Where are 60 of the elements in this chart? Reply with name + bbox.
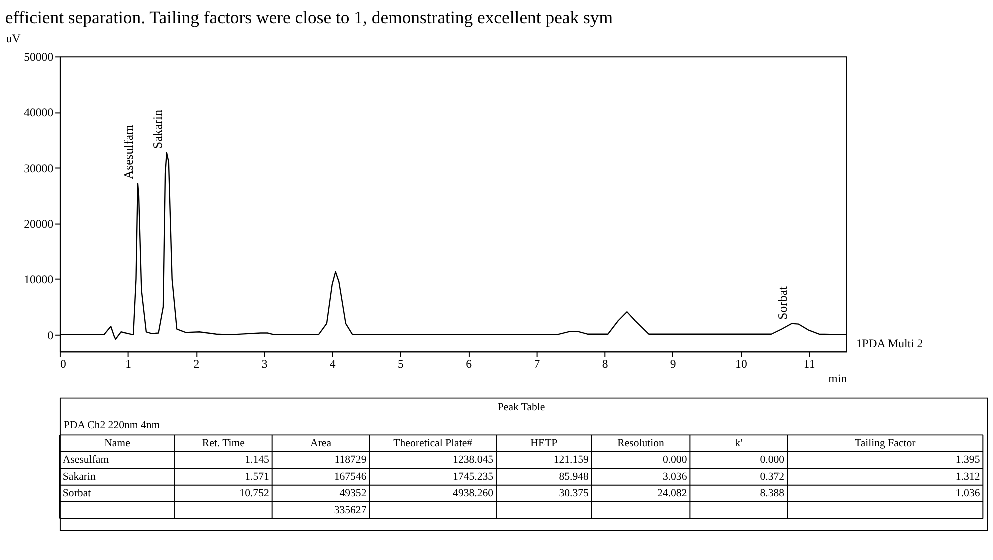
text: 3.036 — [662, 470, 688, 483]
x-tick-label: 2 — [194, 356, 200, 371]
text: 1.571 — [245, 470, 270, 483]
text: 8.388 — [760, 488, 785, 500]
text: Ret. Time — [202, 437, 246, 450]
text: 0.000 — [760, 454, 785, 466]
text: k' — [735, 437, 743, 450]
x-tick-label: 10 — [736, 356, 748, 371]
x-tick-label: 6 — [466, 356, 472, 371]
text: 118729 — [334, 454, 367, 466]
text: 10.752 — [240, 488, 270, 500]
text: PDA Ch2 220nm 4nm — [64, 419, 161, 432]
text: Peak Table — [498, 402, 546, 414]
annotation: Asesulfam — [122, 124, 136, 180]
text: 1.145 — [245, 454, 270, 466]
text: Tailing Factor — [854, 437, 916, 450]
text: 24.082 — [658, 488, 688, 500]
text: 167546 — [334, 470, 368, 483]
x-tick-label: 11 — [804, 356, 816, 371]
text: 85.948 — [559, 470, 589, 483]
text: 49352 — [340, 488, 367, 500]
text: 121.159 — [554, 454, 589, 466]
text: 1.036 — [956, 488, 981, 500]
text: 0.000 — [662, 454, 688, 466]
text: efficient separation. Tailing factors were close to 1, demonstrating excellent peak sym — [5, 8, 614, 28]
x-tick-label: 8 — [602, 356, 608, 371]
annotation: Sorbat — [776, 286, 790, 320]
text: HETP — [530, 437, 558, 450]
x-tick-label: 9 — [670, 356, 676, 371]
x-tick-label: 4 — [330, 356, 336, 371]
x-tick-label: 7 — [534, 356, 540, 371]
x-tick-label: 0 — [60, 356, 66, 371]
text: 0.372 — [760, 470, 785, 483]
text: Sorbat — [62, 488, 92, 500]
x-tick-label: 5 — [398, 356, 404, 371]
y-tick-label: 10000 — [24, 272, 54, 287]
x-axis-title: min — [828, 372, 848, 386]
text: 1.395 — [956, 454, 980, 466]
x-tick-label: 3 — [262, 356, 268, 371]
y-axis-title: uV — [6, 31, 22, 46]
text: 335627 — [334, 504, 368, 516]
text: 30.375 — [559, 488, 589, 500]
y-tick-label: 0 — [48, 328, 54, 342]
text: Name — [104, 437, 131, 450]
annotation: Sakarin — [151, 109, 166, 150]
text: 1745.235 — [453, 470, 494, 483]
y-tick-label: 50000 — [24, 50, 54, 64]
text: Resolution — [618, 437, 666, 450]
text: Theoretical Plate# — [394, 437, 474, 450]
text: 4938.260 — [453, 488, 494, 500]
text: 1238.045 — [453, 454, 494, 466]
series-label: 1PDA Multi 2 — [856, 336, 924, 351]
y-tick-label: 40000 — [24, 106, 54, 120]
y-tick-label: 20000 — [24, 217, 54, 232]
x-tick-label: 1 — [126, 356, 132, 371]
y-tick-label: 30000 — [24, 161, 54, 176]
text: Area — [310, 437, 332, 450]
text: Sakarin — [62, 470, 97, 483]
text: 1.312 — [956, 470, 980, 483]
text: Asesulfam — [62, 454, 110, 466]
